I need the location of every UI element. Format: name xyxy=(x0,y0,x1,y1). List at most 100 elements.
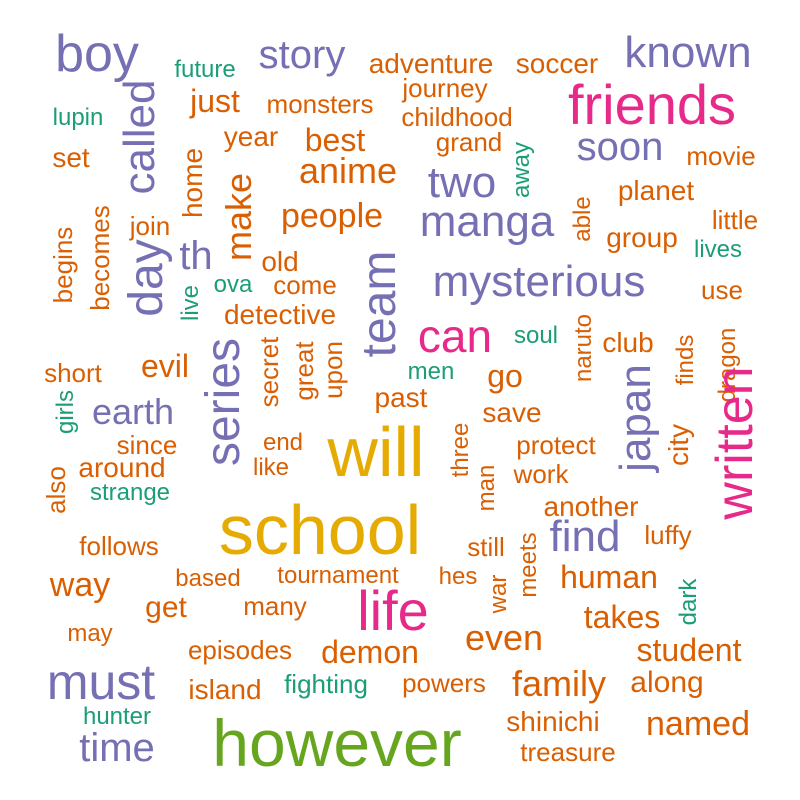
word-meets: meets xyxy=(515,532,542,598)
word-past: past xyxy=(374,382,428,413)
word-based: based xyxy=(175,565,241,592)
word-able: able xyxy=(569,196,596,242)
word-like: like xyxy=(252,454,290,481)
word-tournament: tournament xyxy=(277,562,399,589)
word-best: best xyxy=(304,122,366,158)
word-follows: follows xyxy=(79,531,159,561)
word-life: life xyxy=(357,579,429,642)
word-called: called xyxy=(115,79,164,195)
word-since: since xyxy=(116,430,178,460)
word-upon: upon xyxy=(318,341,348,399)
word-city: city xyxy=(663,424,694,466)
word-episodes: episodes xyxy=(187,635,293,665)
word-club: club xyxy=(602,327,654,358)
word-around: around xyxy=(78,452,166,483)
word-two: two xyxy=(427,158,497,207)
word-lupin: lupin xyxy=(52,104,104,131)
word-monsters: monsters xyxy=(266,89,374,119)
word-mysterious: mysterious xyxy=(432,257,646,306)
word-group: group xyxy=(606,222,678,253)
word-friends: friends xyxy=(567,73,737,136)
word-soon: soon xyxy=(576,125,664,169)
word-find: find xyxy=(549,512,621,561)
word-childhood: childhood xyxy=(401,102,513,132)
word-even: even xyxy=(464,617,544,658)
word-war: war xyxy=(485,574,512,614)
word-luffy: luffy xyxy=(644,520,692,550)
word-th: th xyxy=(179,234,213,278)
word-future: future xyxy=(174,56,236,83)
word-grand: grand xyxy=(435,127,503,157)
word-still: still xyxy=(467,532,505,562)
word-away: away xyxy=(508,141,535,199)
word-school: school xyxy=(218,491,422,569)
word-set: set xyxy=(52,142,90,173)
word-girls: girls xyxy=(52,389,79,435)
word-island: island xyxy=(188,674,262,705)
word-finds: finds xyxy=(672,334,699,386)
word-begins: begins xyxy=(48,226,78,304)
word-fighting: fighting xyxy=(284,669,368,699)
word-known: known xyxy=(624,28,752,77)
word-save: save xyxy=(482,397,542,428)
word-adventure: adventure xyxy=(368,48,494,79)
word-short: short xyxy=(44,358,102,388)
word-boy: boy xyxy=(55,25,139,83)
word-work: work xyxy=(513,459,569,489)
word-evil: evil xyxy=(140,348,190,384)
word-people: people xyxy=(280,197,384,235)
word-live: live xyxy=(177,284,204,322)
word-team: team xyxy=(353,250,406,358)
word-journey: journey xyxy=(402,73,488,103)
word-demon: demon xyxy=(321,634,419,670)
word-written: written xyxy=(706,366,764,520)
word-come: come xyxy=(273,270,337,300)
word-another: another xyxy=(543,491,639,522)
word-get: get xyxy=(145,591,187,624)
word-story: story xyxy=(258,33,346,77)
word-old: old xyxy=(261,246,299,277)
word-must: must xyxy=(46,654,156,710)
word-three: three xyxy=(447,422,474,478)
word-detective: detective xyxy=(223,299,337,330)
word-anime: anime xyxy=(298,150,398,191)
word-japan: japan xyxy=(611,364,660,472)
word-great: great xyxy=(289,341,319,401)
word-hunter: hunter xyxy=(82,703,152,730)
word-man: man xyxy=(473,464,500,512)
word-along: along xyxy=(630,666,704,699)
word-can: can xyxy=(417,310,493,362)
word-day: day xyxy=(120,239,173,317)
word-hes: hes xyxy=(438,563,478,590)
word-becomes: becomes xyxy=(85,205,115,311)
word-home: home xyxy=(177,147,208,219)
word-may: may xyxy=(67,620,113,647)
word-student: student xyxy=(636,632,742,668)
word-way: way xyxy=(49,566,111,604)
word-treasure: treasure xyxy=(520,737,616,767)
word-however: however xyxy=(212,706,462,780)
word-also: also xyxy=(41,466,71,514)
word-time: time xyxy=(79,726,155,770)
word-little: little xyxy=(711,205,759,235)
word-go: go xyxy=(487,358,523,394)
word-human: human xyxy=(560,559,658,595)
word-planet: planet xyxy=(617,175,695,206)
word-will: will xyxy=(327,413,425,491)
word-just: just xyxy=(190,83,240,119)
word-use: use xyxy=(701,275,743,305)
word-dark: dark xyxy=(675,578,702,626)
word-movie: movie xyxy=(686,141,756,171)
word-soul: soul xyxy=(513,322,559,349)
word-naruto: naruto xyxy=(570,313,597,383)
word-many: many xyxy=(243,591,307,621)
word-secret: secret xyxy=(254,336,284,408)
word-make: make xyxy=(218,172,259,262)
word-ova: ova xyxy=(213,271,253,298)
word-earth: earth xyxy=(91,391,175,432)
word-join: join xyxy=(129,211,171,241)
word-lives: lives xyxy=(693,236,743,263)
word-named: named xyxy=(646,705,750,743)
word-series: series xyxy=(197,337,250,467)
